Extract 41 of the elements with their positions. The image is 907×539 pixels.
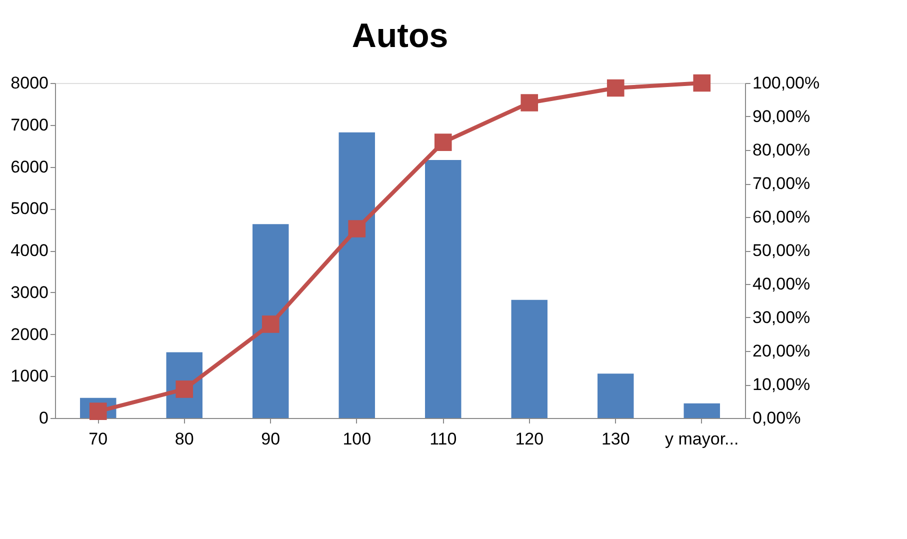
y2-tick-label: 70,00% — [752, 174, 810, 193]
x-tick-label: 130 — [601, 430, 630, 448]
chart-title: Autos — [352, 17, 448, 55]
x-tick-label: 80 — [174, 430, 194, 448]
x-tick-label: 120 — [515, 430, 544, 448]
y-tick-label: 3000 — [10, 282, 48, 302]
y2-tick-label: 30,00% — [752, 308, 810, 327]
y2-tick-label: 80,00% — [752, 140, 810, 160]
y2-tick-label: 20,00% — [752, 342, 810, 360]
y-tick-label: 5000 — [10, 199, 48, 218]
y2-tick-label: 0,00% — [752, 408, 801, 428]
bar — [684, 403, 720, 418]
bar — [252, 224, 289, 418]
y-tick-label: 4000 — [10, 241, 48, 260]
x-tick-label: 110 — [430, 430, 457, 448]
point — [693, 74, 711, 92]
y-tick-label: 1000 — [10, 366, 48, 386]
x-tick-label: 90 — [261, 430, 280, 448]
y2-tick-label: 50,00% — [752, 241, 810, 260]
point — [434, 134, 452, 151]
x-tick-label: 100 — [342, 430, 372, 448]
point — [348, 220, 366, 238]
point — [606, 79, 624, 97]
y-tick-label: 6000 — [10, 157, 48, 176]
point — [520, 94, 538, 112]
y-tick-label: 2000 — [10, 324, 48, 344]
y-tick-label: 7000 — [10, 115, 48, 134]
bar — [598, 374, 634, 418]
bar — [425, 160, 462, 418]
y2-tick-label: 90,00% — [752, 107, 810, 126]
y-tick-label: 0 — [39, 408, 48, 428]
y2-tick-label: 100,00% — [752, 74, 820, 92]
x-tick-label: 70 — [88, 430, 108, 448]
bar — [338, 132, 375, 418]
y-tick-label: 8000 — [10, 74, 48, 92]
bar — [511, 300, 548, 418]
y2-tick-label: 40,00% — [752, 274, 810, 294]
x-tick-label: y mayor... — [665, 430, 739, 448]
point — [262, 316, 280, 333]
y2-tick-label: 60,00% — [752, 208, 810, 226]
y2-tick-label: 10,00% — [752, 375, 810, 394]
